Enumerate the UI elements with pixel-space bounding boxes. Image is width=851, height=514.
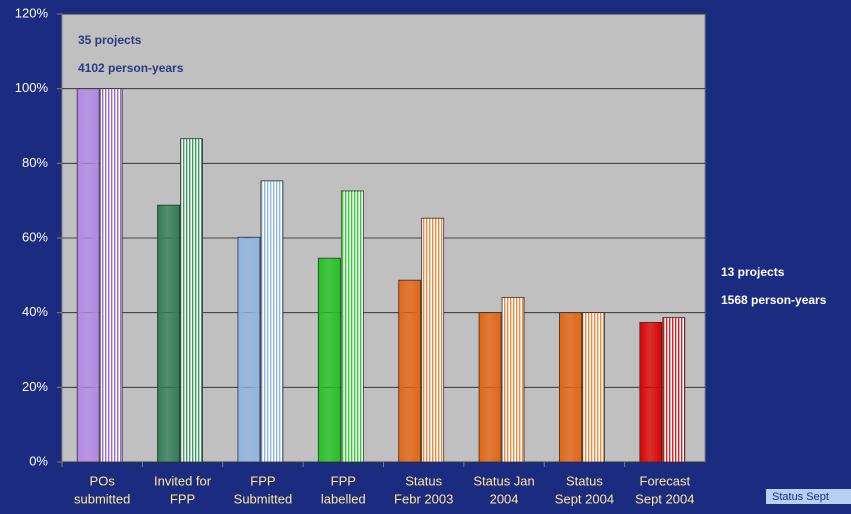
annotation: 4102 person-years <box>78 61 184 75</box>
annotation: 1568 person-years <box>721 293 827 307</box>
bar <box>559 312 582 463</box>
y-tick-label: 60% <box>22 229 48 244</box>
bar <box>237 236 261 463</box>
x-tick-label: FPP <box>250 473 275 488</box>
bar <box>76 88 100 463</box>
bar <box>582 312 605 463</box>
bar <box>99 88 123 463</box>
x-tick-label: FPP <box>170 491 195 506</box>
x-tick-label: 2004 <box>490 491 519 506</box>
bar <box>398 279 422 463</box>
x-tick-label: Sept 2004 <box>635 491 694 506</box>
bar <box>317 257 341 463</box>
footer: Status Sept <box>772 491 829 503</box>
x-tick-label: Status Jan <box>473 473 534 488</box>
y-tick-label: 80% <box>22 155 48 170</box>
y-tick-label: 100% <box>15 80 49 95</box>
bar <box>478 312 502 463</box>
x-tick-label: POs <box>90 473 116 488</box>
annotation: 13 projects <box>721 265 785 279</box>
bar <box>639 321 663 463</box>
x-tick-label: Status <box>566 473 603 488</box>
bar <box>340 190 364 463</box>
x-tick-label: Forecast <box>640 473 691 488</box>
x-tick-label: Invited for <box>154 473 212 488</box>
bar <box>260 180 284 463</box>
x-tick-label: submitted <box>74 491 130 506</box>
y-tick-label: 20% <box>22 379 48 394</box>
bar <box>501 296 525 463</box>
x-tick-label: Submitted <box>234 491 293 506</box>
y-tick-label: 0% <box>29 453 48 468</box>
x-tick-label: Febr 2003 <box>394 491 453 506</box>
y-tick-label: 40% <box>22 304 48 319</box>
annotation: 35 projects <box>78 33 142 47</box>
footer-box <box>766 489 851 504</box>
y-tick-label: 120% <box>15 5 49 20</box>
bar <box>180 138 203 463</box>
x-tick-label: labelled <box>321 491 366 506</box>
x-tick-label: FPP <box>331 473 356 488</box>
x-tick-label: Status <box>405 473 442 488</box>
bar <box>662 317 686 463</box>
x-tick-label: Sept 2004 <box>555 491 614 506</box>
bar <box>421 217 445 463</box>
bar <box>157 204 180 463</box>
